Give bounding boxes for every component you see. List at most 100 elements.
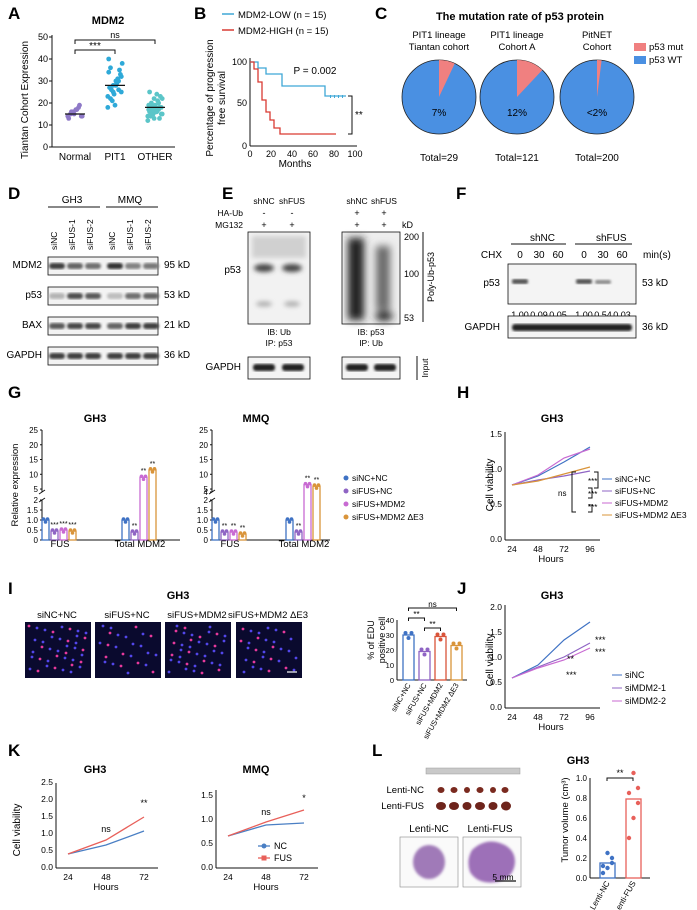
svg-text:siNC: siNC [49, 232, 59, 250]
panel-a-dot [158, 111, 164, 117]
panel-label-g: G [8, 383, 21, 402]
panel-g: G GH3 MMQ Relative expression 00.51.01.5… [8, 383, 424, 550]
panel-j-ylabel: Cell viability [485, 634, 496, 687]
panel-l-point [631, 815, 636, 821]
svg-text:siFUS+MDM2: siFUS+MDM2 [167, 610, 226, 621]
panel-a-dot [149, 102, 154, 108]
panel-f-times: 0 30 60 0 30 60 [517, 250, 628, 261]
panel-i-micrograph [236, 622, 302, 678]
panel-g-title-gh3: GH3 [84, 413, 107, 425]
panel-c-pie-mut [597, 60, 602, 97]
panel-c-legend-mut: p53 mut [649, 42, 684, 53]
panel-i-cell [207, 630, 211, 634]
svg-text:72: 72 [559, 712, 569, 722]
panel-g-bar [294, 531, 303, 541]
svg-text:p53: p53 [25, 290, 42, 301]
panel-d-band [49, 323, 65, 329]
panel-k-mmq-lines [227, 809, 305, 837]
panel-i-cell [74, 641, 78, 645]
panel-i-cell [264, 638, 268, 642]
panel-g-bar [139, 476, 148, 541]
panel-i-sig: ** [413, 610, 419, 619]
panel-i-cell [55, 654, 59, 658]
panel-f-unit: min(s) [643, 250, 671, 261]
panel-i-cell [31, 650, 35, 654]
panel-l-ruler [425, 767, 521, 775]
panel-i-cell [267, 669, 271, 673]
panel-k-gh3-yticks: 0.0 0.5 1.0 1.5 2.0 2.5 [41, 777, 53, 872]
panel-e-mg-label: MG132 [215, 220, 243, 230]
panel-i-cell [68, 627, 72, 631]
panel-g-ylabel: Relative expression [10, 444, 21, 527]
panel-c-legend-wt-swatch [634, 56, 646, 64]
panel-g-point [141, 477, 146, 482]
panel-g-point [148, 467, 153, 471]
panel-g-bar [285, 519, 294, 541]
svg-text:21 kD: 21 kD [164, 320, 190, 331]
panel-a-dot [109, 98, 115, 104]
svg-text:96: 96 [585, 544, 595, 554]
panel-i-cell [287, 649, 291, 653]
svg-text:BAX: BAX [22, 320, 42, 331]
panel-i-ytick: 10 [386, 661, 394, 670]
svg-text:0.0: 0.0 [201, 862, 213, 872]
panel-g-ytick: 0.5 [27, 526, 39, 535]
panel-g-point [63, 527, 68, 531]
panel-g-bar [220, 531, 229, 541]
panel-g-ytick: 5 [204, 485, 209, 494]
panel-a-dot [151, 116, 157, 121]
svg-text:0: 0 [581, 250, 587, 261]
panel-i-cell [294, 656, 298, 660]
panel-i-cell [172, 641, 176, 645]
panel-e: E shNC shFUS shNC shFUS HA-Ub - - + + MG… [205, 184, 436, 380]
panel-g-ytick: 20 [29, 441, 38, 450]
panel-l-ytick: 0.6 [576, 814, 588, 823]
panel-i-cell [187, 650, 191, 654]
panel-i-point [419, 647, 424, 652]
panel-d: D GH3 MMQ siNC siFUS-1 siFUS-2 siNC siFU… [6, 184, 190, 366]
panel-g-point [152, 467, 157, 471]
panel-i-micrograph [95, 622, 161, 678]
panel-i-cell [56, 649, 60, 653]
panel-i-cell [247, 641, 251, 645]
svg-text:Cohort A: Cohort A [499, 42, 537, 53]
panel-g-title-mmq: MMQ [243, 413, 270, 425]
svg-text:***: *** [588, 503, 597, 512]
panel-i-cell [126, 671, 130, 675]
svg-text:shFUS: shFUS [371, 196, 397, 206]
panel-label-b: B [194, 4, 206, 23]
panel-i-cell [36, 669, 40, 673]
panel-f-gapdh: GAPDH [464, 322, 500, 333]
panel-k-mmq-xticks: 24 48 72 [223, 872, 309, 882]
svg-text:siFUS-1: siFUS-1 [125, 219, 135, 250]
panel-a-dot [157, 116, 162, 121]
svg-text:+: + [354, 220, 359, 230]
panel-i-cell [48, 647, 52, 651]
panel-i-cell [35, 626, 39, 630]
panel-l-point [609, 860, 615, 866]
panel-a-dot [145, 113, 151, 119]
svg-text:0.09: 0.09 [530, 310, 548, 320]
panel-i-cell [124, 635, 128, 639]
panel-b-legend-low: MDM2-LOW (n = 15) [238, 10, 326, 21]
panel-i-cell [154, 653, 158, 657]
panel-h-xticks: 24 48 72 96 [507, 544, 595, 554]
svg-text:10: 10 [38, 120, 48, 130]
panel-i-cell [289, 637, 293, 641]
panel-a-xlabels: Normal PIT1 OTHER [59, 152, 173, 163]
panel-i-cell [192, 669, 196, 673]
panel-i-cell [111, 662, 115, 666]
panel-i-cell [106, 643, 110, 647]
panel-g-legend: siNC+NC siFUS+NC siFUS+MDM2 siFUS+MDM2 Δ… [343, 473, 424, 522]
panel-i-cell [60, 625, 64, 629]
svg-text:1.0: 1.0 [490, 652, 502, 662]
panel-g-bar [68, 530, 77, 541]
svg-text:1.5: 1.5 [490, 429, 502, 439]
panel-i-ytick: 20 [386, 646, 394, 655]
panel-i-cell [184, 667, 188, 671]
panel-d-band [85, 293, 101, 299]
panel-b-bracket [348, 95, 353, 135]
panel-d-lanes: siNC siFUS-1 siFUS-2 siNC siFUS-1 siFUS-… [49, 219, 153, 250]
svg-text:30: 30 [597, 250, 609, 261]
panel-b-ylabel-1: Percentage of progression [205, 39, 216, 156]
